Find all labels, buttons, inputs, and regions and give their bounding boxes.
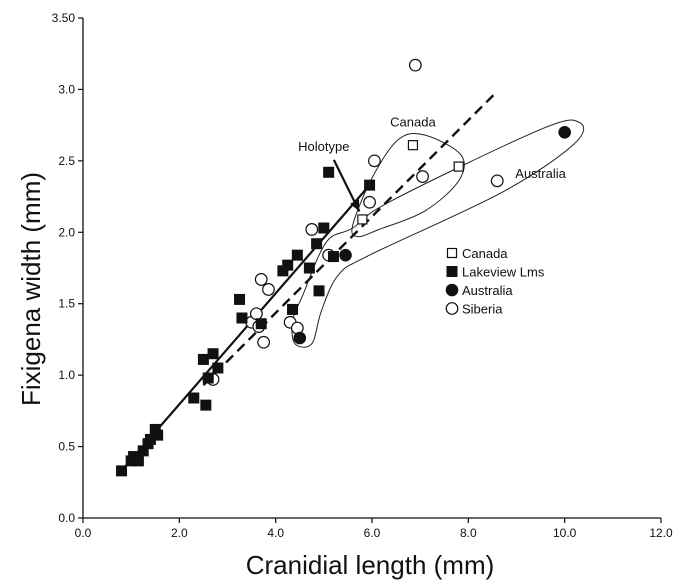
legend-marker-lakeview-lms (446, 266, 458, 277)
lakeview-lms-point (132, 455, 144, 467)
x-tick-label: 2.0 (171, 526, 188, 540)
legend-marker-siberia (445, 302, 459, 315)
y-tick-label: 3.0 (58, 82, 75, 96)
y-tick-label: 1.5 (58, 297, 75, 311)
annotations: Holotype Canada Australia (298, 115, 567, 212)
lakeview-lms-point (236, 312, 248, 324)
y-axis-title: Fixigena width (mm) (16, 172, 46, 406)
annotation-holotype: Holotype (298, 139, 349, 154)
lakeview-lms-point (282, 259, 294, 271)
legend-item-lakeview-lms: Lakeview Lms (446, 265, 545, 280)
lakeview-lms-point (234, 293, 246, 305)
lakeview-lms-point (207, 348, 219, 360)
x-tick-label: 6.0 (364, 526, 381, 540)
y-tick-label: 0.5 (58, 440, 75, 454)
y-tick-label: 3.50 (52, 11, 76, 25)
legend-label-lakeview-lms: Lakeview Lms (462, 265, 545, 280)
lakeview-lms-point (152, 429, 164, 441)
annotation-australia: Australia (515, 166, 566, 181)
lakeview-lms-point (311, 238, 323, 250)
legend-marker-canada (446, 247, 458, 259)
data-points (116, 58, 571, 477)
canada-point (357, 214, 368, 225)
lakeview-lms-point (116, 465, 128, 477)
siberia-point (257, 335, 271, 349)
y-tick-label: 0.0 (58, 511, 75, 525)
lakeview-lms-point (318, 222, 330, 234)
siberia-point (368, 154, 381, 168)
australia-point (558, 125, 571, 139)
envelope-layer (291, 119, 585, 348)
canada-point (407, 140, 419, 151)
legend-item-australia: Australia (445, 283, 513, 298)
holotype-arrow-head (350, 199, 360, 212)
lakeview-lms-point (364, 179, 376, 191)
x-tick-label: 4.0 (267, 526, 284, 540)
x-axis-title: Cranidial length (mm) (246, 550, 495, 580)
legend-label-canada: Canada (462, 246, 508, 261)
lakeview-lms-point (255, 318, 267, 330)
australia-point (339, 248, 352, 262)
siberia-point (408, 58, 422, 72)
combined-fit-line (202, 92, 496, 386)
lakeview-lms-point (212, 362, 224, 374)
siberia-point (490, 174, 504, 188)
siberia-point (262, 283, 275, 296)
siberia-point (254, 273, 268, 286)
envelope-canada (351, 132, 465, 238)
siberia-point (363, 195, 376, 209)
lakeview-lms-point (287, 303, 299, 315)
siberia-point (249, 307, 263, 321)
siberia-point (305, 223, 319, 236)
lakeview-lms-point (313, 285, 325, 297)
lakeview-lms-point (323, 166, 335, 178)
x-tick-label: 0.0 (75, 526, 92, 540)
siberia-point (416, 170, 429, 183)
legend-label-australia: Australia (462, 283, 513, 298)
axes: 0.0 2.0 4.0 6.0 8.0 10.0 12.0 0.0 0.5 1.0 1.5 2.0 2.… (52, 11, 673, 540)
lakeview-lms-point (200, 399, 212, 411)
lakeview-lms-point (202, 372, 214, 384)
lakeview-lms-point (188, 392, 200, 404)
legend-marker-australia (445, 283, 459, 297)
annotation-canada: Canada (390, 115, 436, 130)
lakeview-lms-point (327, 251, 339, 263)
legend-item-siberia: Siberia (445, 302, 503, 317)
x-tick-label: 12.0 (649, 526, 673, 540)
y-tick-label: 1.0 (58, 368, 75, 382)
lakeview-lms-point (197, 353, 209, 365)
x-tick-label: 10.0 (553, 526, 577, 540)
envelope-australia (291, 119, 585, 348)
lakeview-lms-point (303, 262, 315, 274)
lakeview-lms-point (291, 249, 303, 261)
y-tick-label: 2.5 (58, 154, 75, 168)
legend-label-siberia: Siberia (462, 302, 503, 317)
legend: Canada Lakeview Lms Australia Siberia (445, 246, 545, 317)
y-tick-label: 2.0 (58, 225, 75, 239)
canada-point (453, 161, 464, 172)
australia-point (293, 331, 307, 345)
x-tick-label: 8.0 (460, 526, 477, 540)
legend-item-canada: Canada (446, 246, 508, 261)
